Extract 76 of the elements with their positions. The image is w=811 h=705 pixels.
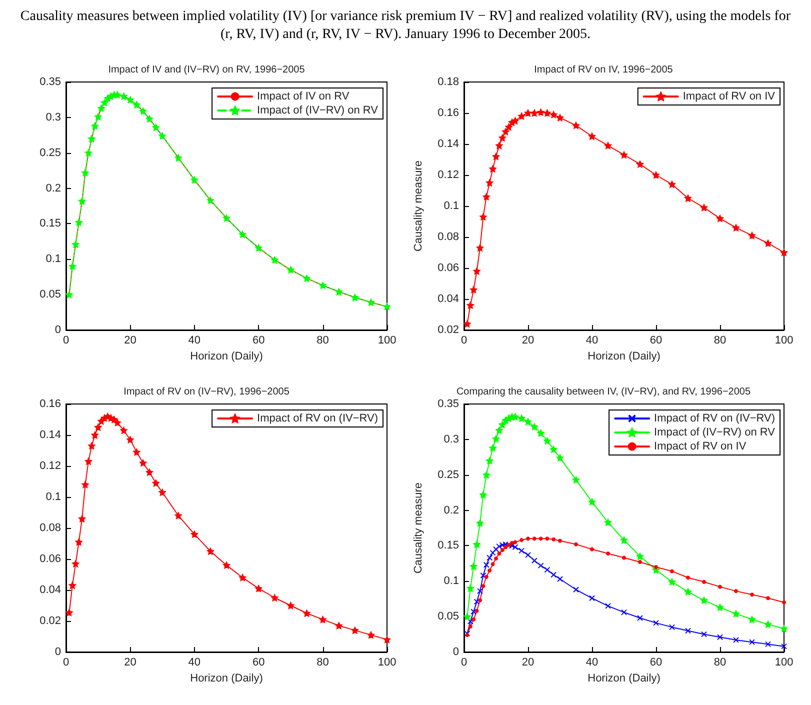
x-tick-label: 0 bbox=[62, 334, 70, 346]
y-tick-label: 0 bbox=[452, 646, 459, 658]
x-tick-label: 40 bbox=[188, 656, 201, 668]
y-tick-label: 0.35 bbox=[40, 76, 61, 88]
legend-label: Impact of (IV−RV) on RV bbox=[257, 104, 379, 116]
x-axis-title: Horizon (Daily) bbox=[190, 672, 263, 684]
x-tick-label: 20 bbox=[124, 656, 136, 668]
x-axis-title: Horizon (Daily) bbox=[588, 672, 660, 684]
y-tick-label: 0.18 bbox=[438, 76, 459, 88]
x-tick-label: 100 bbox=[774, 334, 794, 346]
y-tick-label: 0.1 bbox=[46, 491, 61, 503]
legend-label: Impact of RV on IV bbox=[654, 440, 747, 452]
x-tick-label: 40 bbox=[586, 334, 598, 346]
y-tick-label: 0.16 bbox=[438, 107, 459, 119]
x-tick-label: 20 bbox=[124, 334, 136, 346]
y-tick-label: 0.15 bbox=[438, 540, 459, 552]
x-tick-label: 40 bbox=[586, 656, 598, 668]
x-tick-label: 60 bbox=[650, 334, 662, 346]
y-tick-label: 0.1 bbox=[444, 575, 459, 588]
y-tick-label: 0.3 bbox=[46, 111, 61, 124]
x-axis-title: Horizon (Daily) bbox=[190, 350, 263, 362]
legend-label: Impact of (IV−RV) on RV bbox=[654, 426, 776, 438]
x-tick-label: 100 bbox=[378, 334, 396, 346]
y-tick-label: 0.35 bbox=[438, 398, 459, 410]
y-tick-label: 0 bbox=[54, 646, 61, 658]
y-tick-label: 0.25 bbox=[438, 468, 459, 481]
y-axis-title: Causality measure bbox=[412, 482, 424, 574]
y-tick-label: 0.12 bbox=[40, 460, 61, 472]
y-tick-label: 0.14 bbox=[438, 138, 459, 150]
legend-label: Impact of RV on IV bbox=[682, 90, 776, 102]
x-tick-label: 80 bbox=[714, 334, 726, 346]
x-tick-label: 100 bbox=[774, 656, 794, 668]
x-tick-label: 0 bbox=[460, 656, 468, 668]
y-tick-label: 0.05 bbox=[438, 610, 459, 623]
x-tick-label: 60 bbox=[650, 656, 662, 668]
y-tick-label: 0.06 bbox=[438, 262, 459, 274]
x-tick-label: 80 bbox=[714, 656, 726, 668]
x-tick-label: 40 bbox=[188, 334, 201, 346]
x-tick-label: 0 bbox=[460, 334, 468, 346]
y-tick-label: 0.08 bbox=[438, 231, 459, 243]
y-axis-title: Causality measure bbox=[412, 160, 424, 252]
x-tick-label: 100 bbox=[378, 656, 396, 668]
y-tick-label: 0.06 bbox=[40, 553, 61, 565]
chart-title: Impact of IV and (IV−RV) on RV, 1996−2005 bbox=[108, 64, 306, 76]
y-tick-label: 0.02 bbox=[438, 324, 459, 336]
y-tick-label: 0.2 bbox=[444, 504, 459, 516]
y-tick-label: 0.1 bbox=[46, 253, 61, 266]
x-tick-label: 20 bbox=[522, 656, 534, 668]
y-tick-label: 0.25 bbox=[40, 146, 61, 159]
x-axis-title: Horizon (Daily) bbox=[588, 350, 660, 362]
y-tick-label: 0.15 bbox=[40, 218, 61, 230]
y-tick-label: 0.04 bbox=[438, 293, 459, 305]
y-tick-label: 0.1 bbox=[444, 200, 459, 212]
x-tick-label: 60 bbox=[252, 656, 265, 668]
legend-label: Impact of IV on RV bbox=[257, 90, 350, 102]
chart-title: Impact of RV on IV, 1996−2005 bbox=[534, 64, 674, 76]
x-tick-label: 80 bbox=[316, 656, 329, 668]
chart-title: Impact of RV on (IV−RV), 1996−2005 bbox=[124, 386, 290, 398]
x-tick-label: 60 bbox=[252, 334, 265, 346]
y-tick-label: 0.2 bbox=[46, 182, 61, 194]
y-tick-label: 0.02 bbox=[40, 615, 61, 627]
y-tick-label: 0 bbox=[54, 324, 61, 336]
text: Causality measures between implied volatility (IV) [or variance risk premium IV − RV] and realized volatility (RV), using the models for (r, RV, IV) and (r, RV, IV − RV). January 1996 to December 2005. bbox=[19, 8, 792, 44]
chart-title: Comparing the causality between IV, (IV−RV), and RV, 1996−2005 bbox=[456, 386, 751, 398]
y-tick-label: 0.04 bbox=[40, 584, 61, 596]
x-tick-label: 80 bbox=[316, 334, 329, 346]
legend-label: Impact of RV on (IV−RV) bbox=[257, 412, 378, 424]
legend-label: Impact of RV on (IV−RV) bbox=[654, 412, 775, 424]
y-tick-label: 0.16 bbox=[40, 398, 61, 410]
y-tick-label: 0.14 bbox=[40, 429, 61, 441]
y-tick-label: 0.05 bbox=[40, 288, 61, 301]
x-tick-label: 0 bbox=[62, 656, 70, 668]
y-tick-label: 0.3 bbox=[444, 433, 459, 446]
y-tick-label: 0.08 bbox=[40, 522, 61, 534]
x-tick-label: 20 bbox=[522, 334, 534, 346]
y-tick-label: 0.12 bbox=[438, 169, 459, 181]
